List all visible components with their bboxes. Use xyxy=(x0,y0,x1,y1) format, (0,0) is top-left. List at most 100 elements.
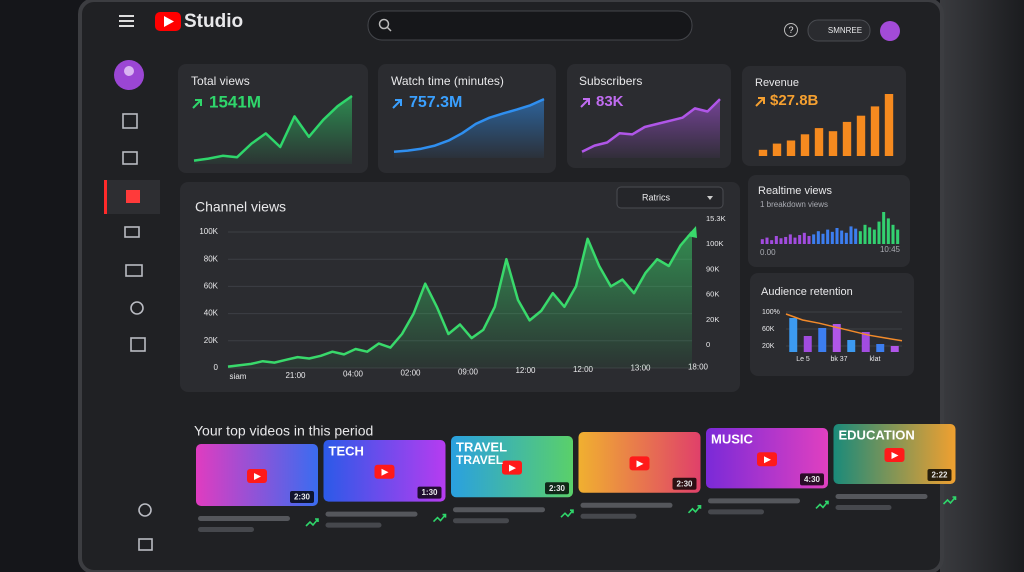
earn-icon[interactable] xyxy=(125,264,143,277)
title-placeholder xyxy=(198,516,290,521)
y-label: 60K xyxy=(762,326,775,333)
customize-icon[interactable] xyxy=(130,301,144,315)
bar xyxy=(872,229,876,244)
bar xyxy=(835,228,839,244)
play-icon xyxy=(764,456,771,464)
panel-subtitle: 1 breakdown views xyxy=(760,200,828,209)
panel-title: Realtime views xyxy=(758,185,832,197)
x-tick-label: 13:00 xyxy=(630,364,651,373)
account-button[interactable] xyxy=(807,19,871,42)
account-button-text: SMNREE xyxy=(828,26,862,35)
trend-icon xyxy=(432,513,447,523)
trend-icon xyxy=(815,500,829,509)
card-value: $27.8B xyxy=(770,92,819,109)
metrics-dropdown[interactable] xyxy=(616,186,724,209)
audio-icon[interactable] xyxy=(130,337,146,352)
video-label: EDUCATION xyxy=(839,427,915,442)
video-label: TRAVEL xyxy=(456,453,503,467)
title-placeholder xyxy=(580,502,673,508)
nav-active-indicator xyxy=(104,180,107,214)
y-tick-label: 20K xyxy=(204,336,219,345)
x-label: klat xyxy=(870,356,881,363)
hamburger[interactable] xyxy=(119,15,134,27)
bar xyxy=(876,344,885,352)
y2-label: 15.3K xyxy=(706,214,726,223)
duration: 2:30 xyxy=(676,479,693,488)
panel-title: Channel views xyxy=(195,199,286,215)
bar xyxy=(890,346,899,352)
area xyxy=(582,99,720,158)
comments-icon[interactable] xyxy=(124,226,140,238)
line xyxy=(193,94,353,162)
bar xyxy=(891,224,895,244)
bar xyxy=(842,121,852,156)
channel-avatar-head xyxy=(124,66,134,76)
bar xyxy=(868,227,872,244)
video-label: TECH xyxy=(329,443,364,458)
meta-placeholder xyxy=(198,527,254,532)
analytics-icon xyxy=(126,190,140,203)
meta-placeholder xyxy=(835,505,892,510)
bar xyxy=(758,149,768,156)
bar xyxy=(803,336,812,352)
content-icon[interactable] xyxy=(122,151,138,165)
bar xyxy=(789,318,798,352)
play-icon xyxy=(254,473,261,480)
bar xyxy=(832,324,841,352)
trend-icon xyxy=(560,509,574,518)
bar xyxy=(826,229,830,244)
bar xyxy=(798,235,802,244)
bar xyxy=(884,94,894,156)
card-value: 1541M xyxy=(209,92,261,111)
area xyxy=(228,232,692,368)
y2-label: 60K xyxy=(706,290,719,299)
bar xyxy=(814,128,824,156)
duration-badge xyxy=(672,477,697,490)
bar xyxy=(840,230,844,244)
meta-placeholder xyxy=(453,518,509,524)
avatar[interactable] xyxy=(880,21,900,41)
logo-text: Studio xyxy=(184,11,243,32)
duration: 2:30 xyxy=(549,484,566,493)
feedback-icon[interactable] xyxy=(138,538,153,551)
duration: 1:30 xyxy=(421,488,438,497)
bar xyxy=(779,238,783,244)
trend-arrow xyxy=(392,99,402,109)
bar xyxy=(847,340,856,352)
x-label: 0.00 xyxy=(760,248,776,257)
duration-badge xyxy=(545,482,569,495)
y2-label: 0 xyxy=(706,340,710,349)
bar xyxy=(793,237,797,244)
card-title: Subscribers xyxy=(579,74,642,88)
bar xyxy=(849,226,853,244)
play-icon xyxy=(636,460,644,468)
meta-placeholder xyxy=(708,509,764,515)
x-tick-label: 21:00 xyxy=(285,371,306,380)
duration: 2:22 xyxy=(931,471,948,480)
y2-label: 90K xyxy=(706,264,719,273)
trend-icon xyxy=(305,518,319,527)
line-arrowhead xyxy=(687,226,697,238)
title-placeholder xyxy=(325,511,418,517)
area xyxy=(194,96,352,164)
title-placeholder xyxy=(708,498,800,504)
meta-placeholder xyxy=(580,513,637,519)
card-value: 83K xyxy=(596,93,624,110)
play-icon xyxy=(509,464,516,472)
trend-icon xyxy=(942,496,957,505)
settings-icon[interactable] xyxy=(138,503,152,517)
help-icon[interactable] xyxy=(784,23,798,37)
bar xyxy=(882,212,886,244)
y-tick-label: 60K xyxy=(204,282,219,291)
card-title: Revenue xyxy=(755,77,799,89)
trend-icon xyxy=(687,505,702,514)
bar xyxy=(856,115,866,156)
search-bar[interactable] xyxy=(367,10,693,41)
dashboard-icon[interactable] xyxy=(122,113,138,129)
title-placeholder xyxy=(453,507,545,513)
bar xyxy=(765,237,769,244)
dropdown-caret xyxy=(707,196,713,200)
line xyxy=(785,313,903,342)
y-label: 100% xyxy=(762,309,780,316)
